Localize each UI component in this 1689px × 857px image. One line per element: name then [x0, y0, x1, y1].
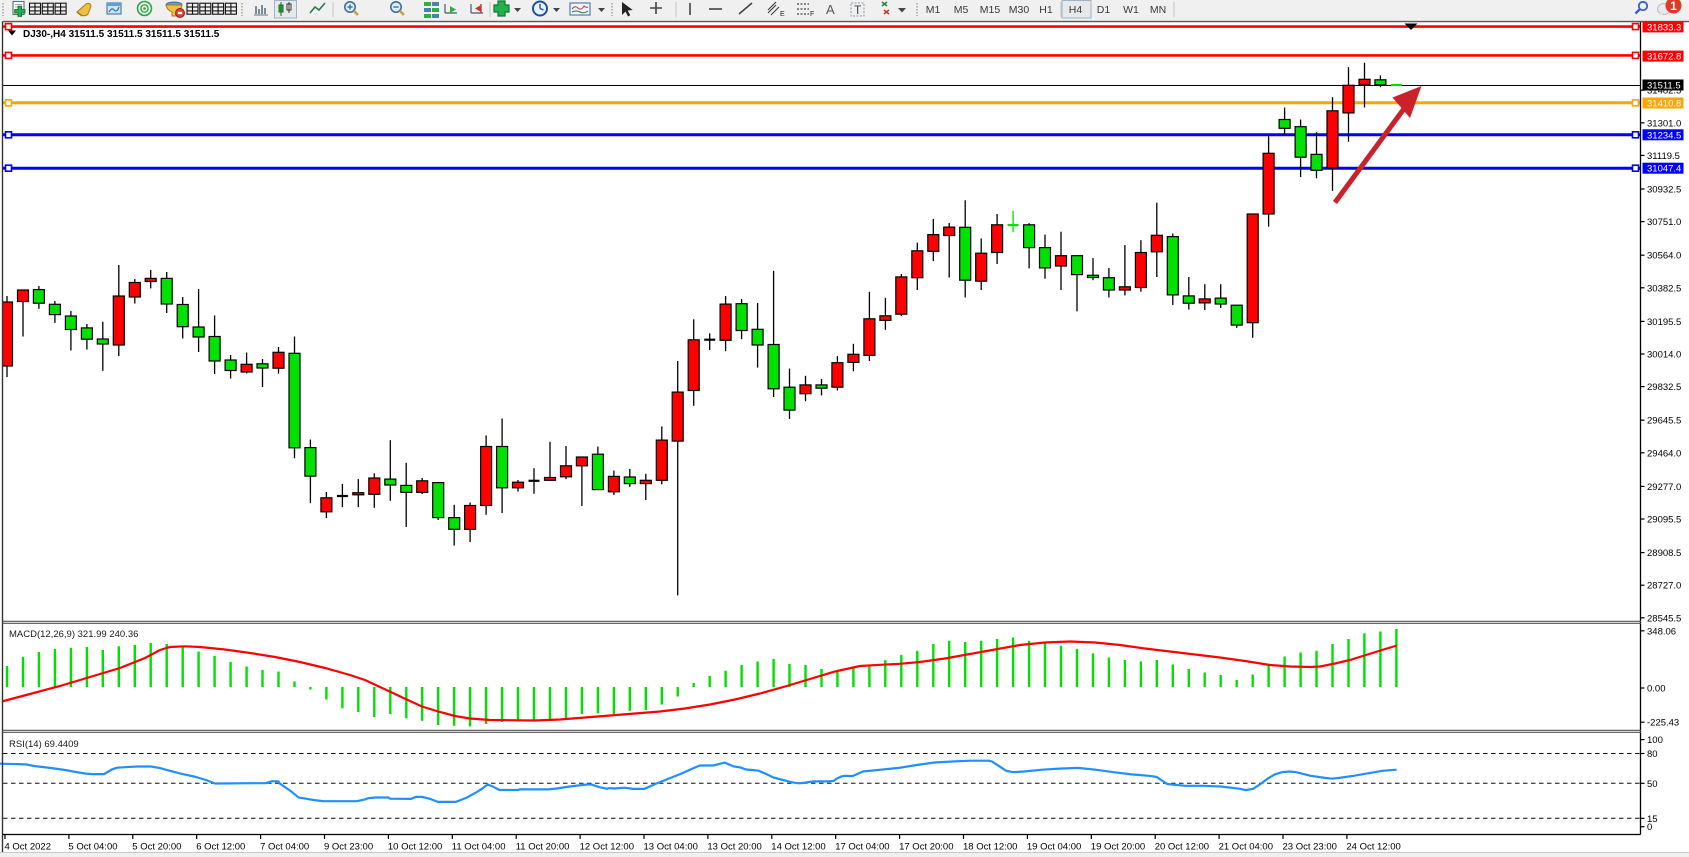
svg-text:4 Oct 2022: 4 Oct 2022: [5, 842, 51, 853]
svg-text:0.00: 0.00: [1647, 684, 1666, 695]
svg-text:5 Oct 04:00: 5 Oct 04:00: [68, 842, 117, 853]
svg-text:29832.5: 29832.5: [1647, 382, 1681, 393]
svg-text:30751.0: 30751.0: [1647, 217, 1681, 228]
svg-text:348.06: 348.06: [1647, 626, 1676, 637]
svg-text:30382.5: 30382.5: [1647, 283, 1681, 294]
svg-text:11 Oct 20:00: 11 Oct 20:00: [516, 842, 570, 853]
svg-text:31234.5: 31234.5: [1647, 130, 1681, 141]
svg-text:H1: H1: [1039, 4, 1053, 16]
svg-text:29095.5: 29095.5: [1647, 515, 1681, 526]
svg-text:E: E: [780, 11, 785, 18]
svg-text:31301.0: 31301.0: [1647, 118, 1681, 129]
svg-text:W1: W1: [1123, 4, 1139, 16]
svg-text:MN: MN: [1150, 4, 1166, 16]
svg-text:31410.8: 31410.8: [1647, 99, 1681, 110]
svg-text:21 Oct 04:00: 21 Oct 04:00: [1219, 842, 1273, 853]
svg-text:12 Oct 12:00: 12 Oct 12:00: [580, 842, 634, 853]
svg-text:23 Oct 23:00: 23 Oct 23:00: [1283, 842, 1337, 853]
svg-text:31119.5: 31119.5: [1647, 151, 1680, 162]
svg-text:M1: M1: [926, 4, 941, 16]
svg-text:7 Oct 04:00: 7 Oct 04:00: [260, 842, 309, 853]
svg-text:M5: M5: [954, 4, 969, 16]
svg-text:D1: D1: [1097, 4, 1111, 16]
svg-text:31672.8: 31672.8: [1647, 52, 1681, 63]
svg-text:17 Oct 20:00: 17 Oct 20:00: [899, 842, 953, 853]
svg-text:28545.5: 28545.5: [1647, 613, 1681, 624]
svg-text:5 Oct 20:00: 5 Oct 20:00: [132, 842, 181, 853]
svg-text:10 Oct 12:00: 10 Oct 12:00: [388, 842, 442, 853]
svg-text:30014.0: 30014.0: [1647, 350, 1681, 361]
svg-text:30564.0: 30564.0: [1647, 251, 1681, 262]
svg-text:20 Oct 12:00: 20 Oct 12:00: [1155, 842, 1209, 853]
svg-text:100: 100: [1647, 735, 1663, 746]
svg-text:31511.5: 31511.5: [1647, 81, 1681, 92]
svg-text:31047.4: 31047.4: [1647, 164, 1681, 175]
svg-text:A: A: [826, 2, 835, 17]
svg-text:13 Oct 04:00: 13 Oct 04:00: [644, 842, 698, 853]
svg-text:13 Oct 20:00: 13 Oct 20:00: [707, 842, 761, 853]
svg-text:29645.5: 29645.5: [1647, 416, 1681, 427]
svg-text:28908.5: 28908.5: [1647, 548, 1681, 559]
svg-text:-225.43: -225.43: [1647, 718, 1679, 729]
svg-text:24 Oct 12:00: 24 Oct 12:00: [1346, 842, 1400, 853]
svg-text:19 Oct 20:00: 19 Oct 20:00: [1091, 842, 1145, 853]
svg-text:14 Oct 12:00: 14 Oct 12:00: [771, 842, 825, 853]
svg-text:19 Oct 04:00: 19 Oct 04:00: [1027, 842, 1081, 853]
svg-text:80: 80: [1647, 749, 1658, 760]
svg-text:DJ30-,H4 31511.5 31511.5 3151: DJ30-,H4 31511.5 31511.5 31511.5 31511.5: [23, 29, 220, 40]
svg-text:6 Oct 12:00: 6 Oct 12:00: [196, 842, 245, 853]
svg-text:31833.3: 31833.3: [1647, 22, 1681, 33]
svg-text:11 Oct 04:00: 11 Oct 04:00: [452, 842, 506, 853]
svg-text:30932.5: 30932.5: [1647, 185, 1681, 196]
svg-text:50: 50: [1647, 779, 1658, 790]
svg-text:15: 15: [1647, 814, 1658, 825]
svg-text:0: 0: [1647, 822, 1652, 833]
svg-text:H4: H4: [1069, 4, 1083, 16]
svg-text:RSI(14) 69.4409: RSI(14) 69.4409: [9, 739, 79, 750]
svg-text:29277.0: 29277.0: [1647, 482, 1681, 493]
svg-text:29464.0: 29464.0: [1647, 448, 1681, 459]
svg-text:31482.5: 31482.5: [1647, 86, 1681, 97]
svg-text:F: F: [810, 11, 814, 18]
svg-text:M15: M15: [980, 4, 1001, 16]
svg-text:9 Oct 23:00: 9 Oct 23:00: [324, 842, 373, 853]
svg-text:MACD(12,26,9) 321.99 240.36: MACD(12,26,9) 321.99 240.36: [9, 629, 138, 640]
svg-text:M30: M30: [1009, 4, 1030, 16]
svg-text:1: 1: [1670, 0, 1677, 13]
svg-text:28727.0: 28727.0: [1647, 581, 1681, 592]
svg-text:17 Oct 04:00: 17 Oct 04:00: [835, 842, 889, 853]
svg-text:30195.5: 30195.5: [1647, 317, 1681, 328]
svg-text:18 Oct 12:00: 18 Oct 12:00: [963, 842, 1017, 853]
svg-text:T: T: [854, 3, 862, 17]
